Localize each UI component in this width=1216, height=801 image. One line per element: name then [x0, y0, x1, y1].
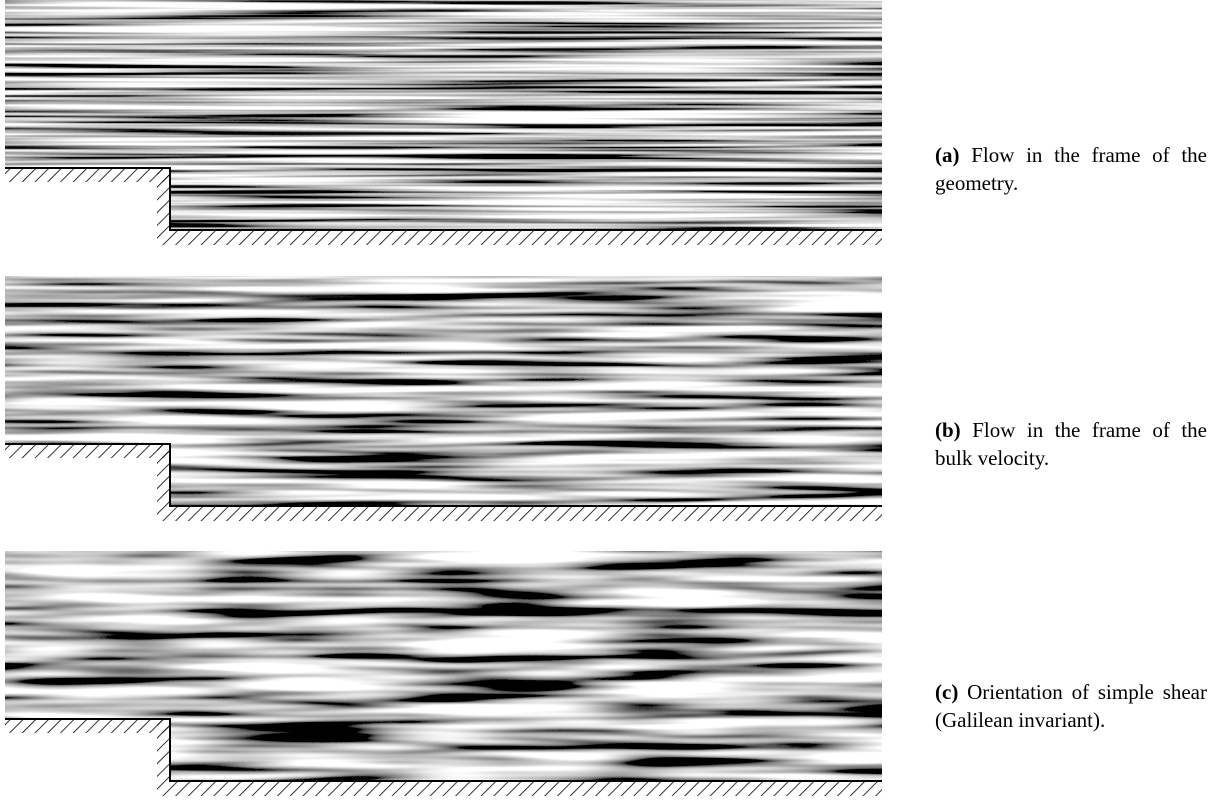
flow-domain: [5, 0, 882, 230]
subfigure: [0, 276, 1216, 526]
wall-hatch: [157, 169, 170, 231]
caption: (c) Orientation of simple shear (Galilea…: [935, 678, 1207, 734]
caption: (a) Flow in the frame of the geometry.: [935, 141, 1207, 197]
caption-label: (b): [935, 418, 961, 442]
wall-hatch: [5, 720, 170, 733]
wall-hatch: [157, 231, 882, 245]
flow-domain: [5, 276, 882, 506]
flow-image: [0, 276, 900, 526]
wall-hatch: [157, 720, 170, 782]
caption-text: Flow in the frame of the geometry.: [935, 143, 1207, 195]
caption-label: (a): [935, 143, 960, 167]
wall-hatch: [157, 782, 882, 796]
flow-streaks: [5, 276, 882, 506]
caption-label: (c): [935, 680, 958, 704]
wall-hatch: [5, 169, 170, 182]
wall-hatch: [157, 445, 170, 507]
flow-domain: [5, 551, 882, 781]
flow-streaks: [5, 551, 882, 781]
caption-text: Orientation of simple shear (Galilean in…: [935, 680, 1207, 732]
caption-text: Flow in the frame of the bulk velocity.: [935, 418, 1207, 470]
wall-hatch: [5, 445, 170, 458]
page: {"figures": [ {"label": "(a)", "caption"…: [0, 0, 1216, 799]
flow-streaks: [5, 0, 882, 230]
subfigure: [0, 0, 1216, 250]
flow-image: [0, 551, 900, 801]
subfigure: [0, 551, 1216, 801]
wall-hatch: [157, 507, 882, 521]
flow-image: [0, 0, 900, 250]
caption: (b) Flow in the frame of the bulk veloci…: [935, 416, 1207, 472]
